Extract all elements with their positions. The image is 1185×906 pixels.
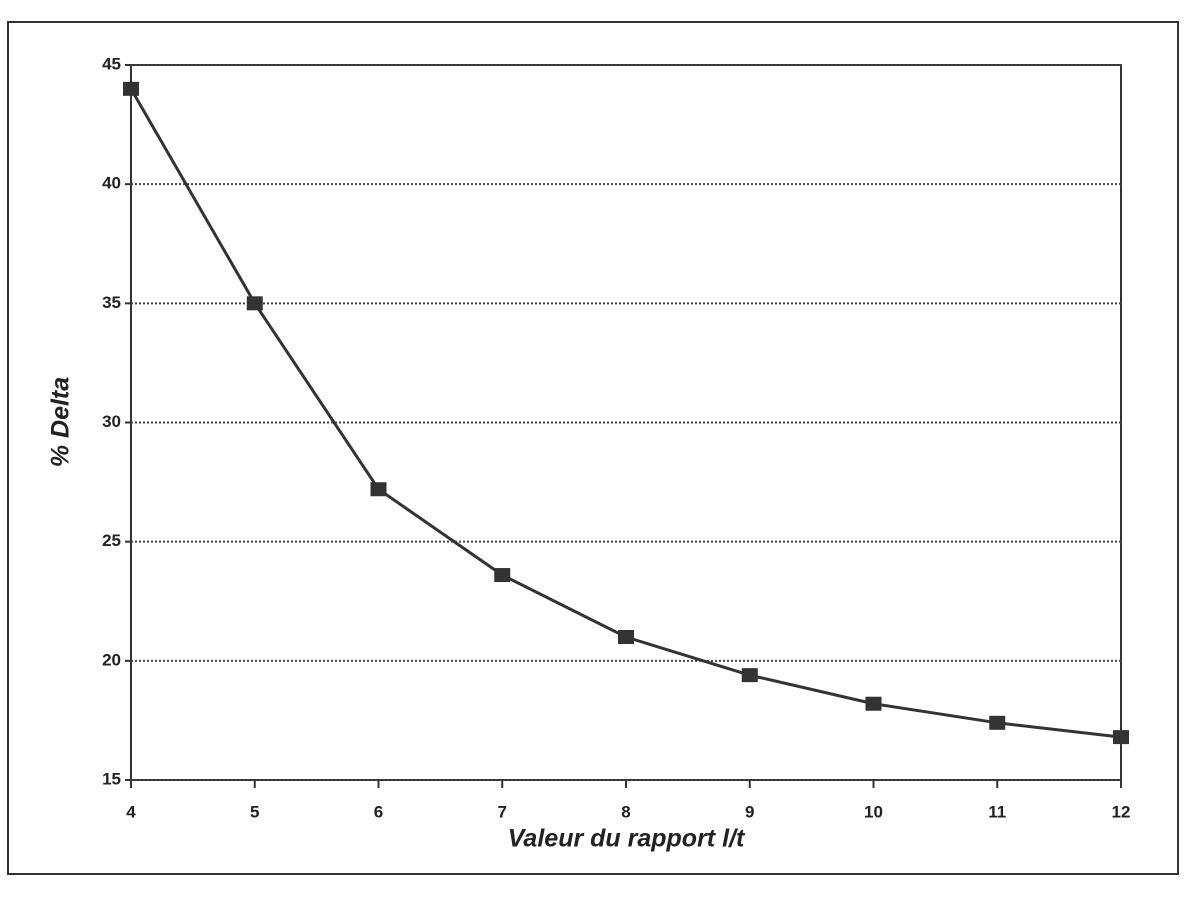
y-tick-label: 25 bbox=[102, 531, 121, 550]
x-tick-label: 4 bbox=[126, 802, 136, 821]
y-tick-label: 40 bbox=[102, 174, 121, 193]
x-tick-label: 12 bbox=[1112, 802, 1131, 821]
y-tick-label: 15 bbox=[102, 769, 121, 788]
marker bbox=[370, 482, 387, 497]
x-tick-label: 8 bbox=[621, 802, 630, 821]
marker bbox=[494, 568, 511, 583]
x-axis-title: Valeur du rapport l/t bbox=[508, 825, 746, 853]
y-tick-label: 45 bbox=[102, 54, 121, 73]
marker bbox=[989, 715, 1006, 730]
marker bbox=[246, 296, 263, 311]
x-tick-label: 11 bbox=[988, 802, 1006, 821]
y-tick-label: 20 bbox=[102, 650, 121, 669]
x-tick-label: 10 bbox=[864, 802, 883, 821]
y-tick-label: 30 bbox=[102, 412, 121, 431]
marker bbox=[123, 81, 139, 96]
marker bbox=[741, 668, 758, 683]
y-axis-title: % Delta bbox=[47, 377, 75, 467]
y-tick-label: 35 bbox=[102, 293, 121, 312]
x-tick-label: 6 bbox=[374, 802, 383, 821]
marker bbox=[618, 630, 634, 644]
x-tick-label: 9 bbox=[745, 802, 754, 821]
marker bbox=[865, 696, 882, 711]
x-tick-label: 7 bbox=[498, 802, 507, 821]
marker bbox=[1113, 730, 1129, 745]
x-tick-label: 5 bbox=[250, 802, 259, 821]
outer-frame bbox=[7, 21, 1179, 875]
